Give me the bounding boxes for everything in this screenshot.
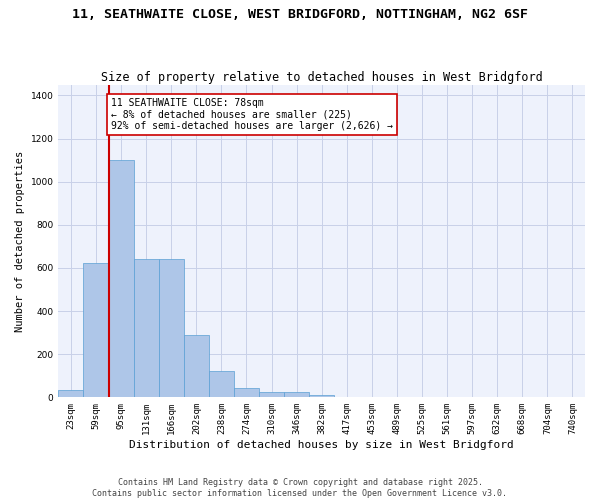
Bar [284, 392, 309, 398]
Bar [259, 392, 284, 398]
Bar [109, 160, 134, 398]
Bar [234, 388, 259, 398]
Bar [159, 260, 184, 398]
Bar [58, 390, 83, 398]
Title: Size of property relative to detached houses in West Bridgford: Size of property relative to detached ho… [101, 70, 542, 84]
Bar [184, 335, 209, 398]
X-axis label: Distribution of detached houses by size in West Bridgford: Distribution of detached houses by size … [130, 440, 514, 450]
Bar [309, 395, 334, 398]
Bar [83, 262, 109, 398]
Text: 11 SEATHWAITE CLOSE: 78sqm
← 8% of detached houses are smaller (225)
92% of semi: 11 SEATHWAITE CLOSE: 78sqm ← 8% of detac… [111, 98, 393, 131]
Text: Contains HM Land Registry data © Crown copyright and database right 2025.
Contai: Contains HM Land Registry data © Crown c… [92, 478, 508, 498]
Text: 11, SEATHWAITE CLOSE, WEST BRIDGFORD, NOTTINGHAM, NG2 6SF: 11, SEATHWAITE CLOSE, WEST BRIDGFORD, NO… [72, 8, 528, 20]
Bar [209, 372, 234, 398]
Bar [134, 260, 159, 398]
Y-axis label: Number of detached properties: Number of detached properties [15, 150, 25, 332]
